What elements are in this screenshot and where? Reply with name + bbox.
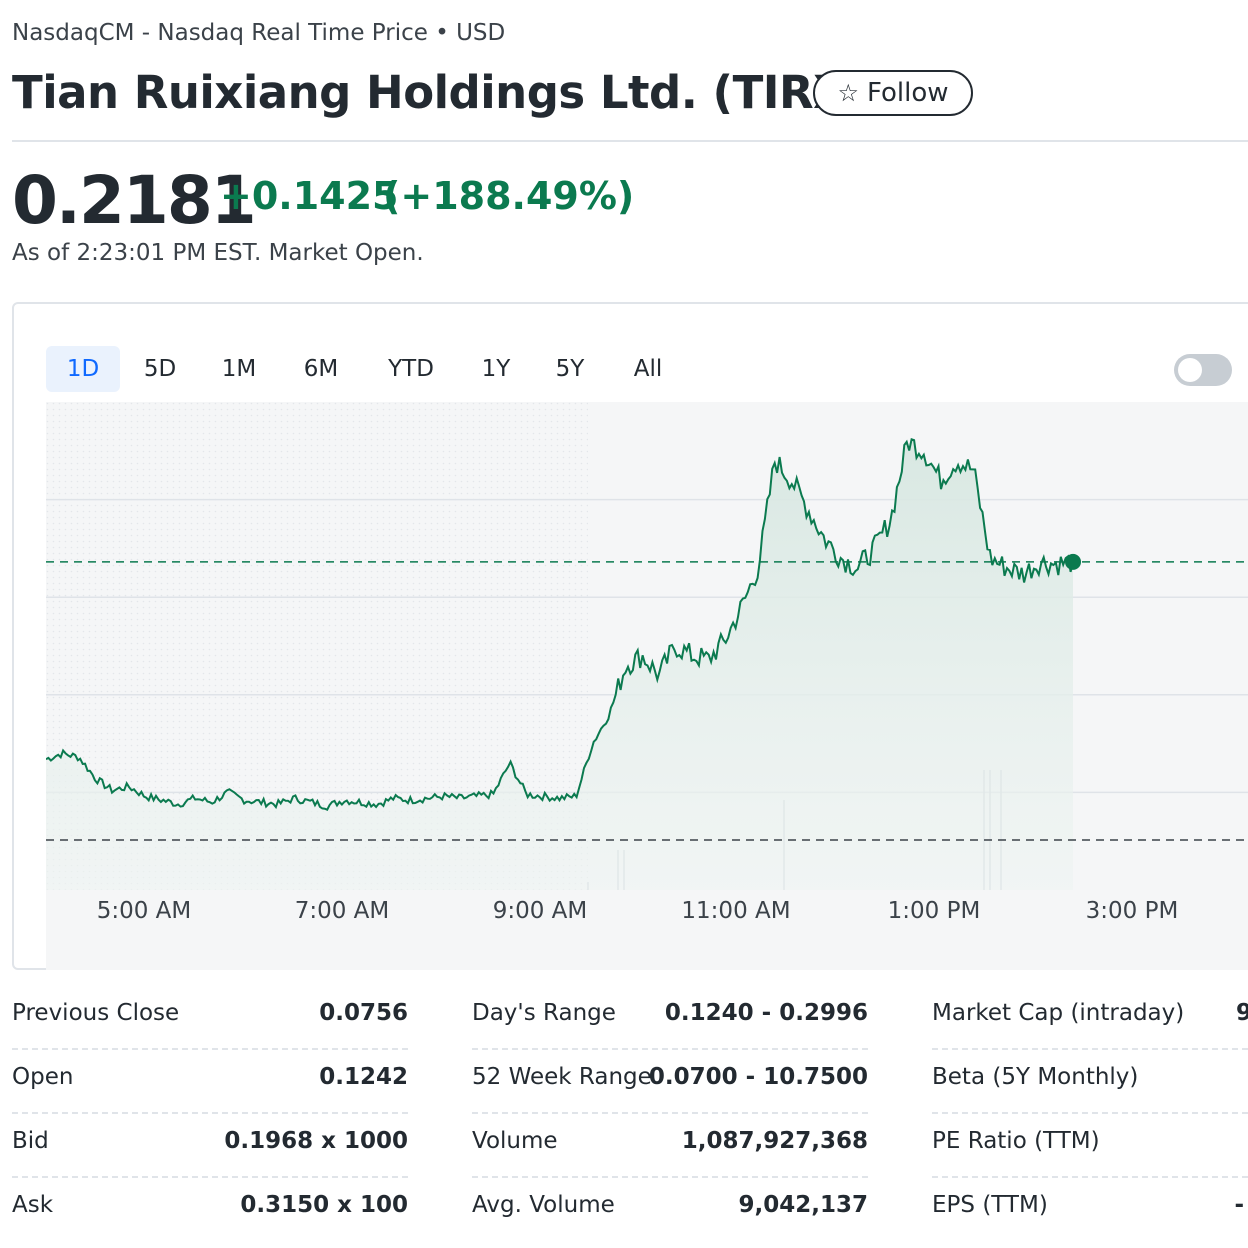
stat-value: 0.1968 x 1000	[224, 1128, 408, 1154]
stat-label: Open	[12, 1064, 74, 1090]
stat-label: Previous Close	[12, 1000, 180, 1026]
tab-5y[interactable]: 5Y	[555, 356, 585, 382]
x-axis-tick: 11:00 AM	[681, 898, 791, 924]
price-change: +0.1425	[220, 174, 399, 218]
stat-value: 0.0756	[319, 1000, 408, 1026]
price-chart[interactable]	[46, 402, 1248, 970]
stat-value: 0.0700 - 10.7500	[648, 1064, 868, 1090]
tab-5d[interactable]: 5D	[143, 356, 177, 382]
stat-open: Open 0.1242	[12, 1050, 408, 1114]
stat-value: 0.1242	[319, 1064, 408, 1090]
follow-button[interactable]: ☆ Follow	[813, 70, 973, 116]
x-axis-tick: 3:00 PM	[1085, 898, 1179, 924]
stat-value: 9,042,137	[738, 1192, 869, 1218]
stat-bid: Bid 0.1968 x 1000	[12, 1114, 408, 1178]
x-axis-tick: 7:00 AM	[294, 898, 390, 924]
tab-1d[interactable]: 1D	[46, 346, 120, 392]
tab-1m[interactable]: 1M	[221, 356, 257, 382]
price-area	[46, 439, 1073, 890]
page-title: Tian Ruixiang Holdings Ltd. (TIRX)	[12, 66, 868, 119]
stat-avg-volume: Avg. Volume 9,042,137	[472, 1178, 868, 1242]
stat-eps: EPS (TTM) -	[932, 1178, 1248, 1242]
stat-label: PE Ratio (TTM)	[932, 1128, 1100, 1154]
stat-52-week-range: 52 Week Range 0.0700 - 10.7500	[472, 1050, 868, 1114]
stat-label: Day's Range	[472, 1000, 616, 1026]
stat-value: 1,087,927,368	[681, 1128, 868, 1154]
stat-beta: Beta (5Y Monthly)	[932, 1050, 1248, 1114]
price-change-percent: (+188.49%)	[383, 174, 635, 218]
star-outline-icon: ☆	[837, 79, 859, 107]
x-axis-tick: 9:00 AM	[492, 898, 588, 924]
stat-value: 0.3150 x 100	[240, 1192, 408, 1218]
stat-label: Beta (5Y Monthly)	[932, 1064, 1139, 1090]
follow-button-label: Follow	[866, 78, 949, 108]
stat-label: EPS (TTM)	[932, 1192, 1048, 1218]
tab-ytd[interactable]: YTD	[388, 356, 434, 382]
stat-pe-ratio: PE Ratio (TTM)	[932, 1114, 1248, 1178]
x-axis-tick: 1:00 PM	[887, 898, 981, 924]
stat-volume: Volume 1,087,927,368	[472, 1114, 868, 1178]
quote-timestamp: As of 2:23:01 PM EST. Market Open.	[12, 240, 424, 266]
stat-value: 9	[1235, 1000, 1248, 1026]
tab-1y[interactable]: 1Y	[481, 356, 511, 382]
stat-label: Volume	[472, 1128, 558, 1154]
tab-all[interactable]: All	[633, 356, 663, 382]
stat-days-range: Day's Range 0.1240 - 0.2996	[472, 986, 868, 1050]
stat-value: 0.1240 - 0.2996	[664, 1000, 868, 1026]
stat-market-cap: Market Cap (intraday) 9	[932, 986, 1248, 1050]
stat-label: Market Cap (intraday)	[932, 1000, 1185, 1026]
stat-label: Avg. Volume	[472, 1192, 615, 1218]
stat-value: -	[1234, 1192, 1244, 1218]
current-price: 0.2181	[12, 162, 257, 239]
x-axis-tick: 5:00 AM	[96, 898, 192, 924]
stat-label: 52 Week Range	[472, 1064, 652, 1090]
header-divider	[12, 140, 1248, 142]
price-line	[46, 438, 1074, 811]
exchange-info: NasdaqCM - Nasdaq Real Time Price • USD	[12, 20, 506, 46]
stat-label: Bid	[12, 1128, 49, 1154]
stat-label: Ask	[12, 1192, 54, 1218]
toggle-knob	[1178, 358, 1202, 382]
stat-ask: Ask 0.3150 x 100	[12, 1178, 408, 1242]
chart-toggle[interactable]	[1174, 354, 1232, 386]
stat-previous-close: Previous Close 0.0756	[12, 986, 408, 1050]
current-price-marker	[1065, 553, 1081, 570]
tab-6m[interactable]: 6M	[303, 356, 339, 382]
